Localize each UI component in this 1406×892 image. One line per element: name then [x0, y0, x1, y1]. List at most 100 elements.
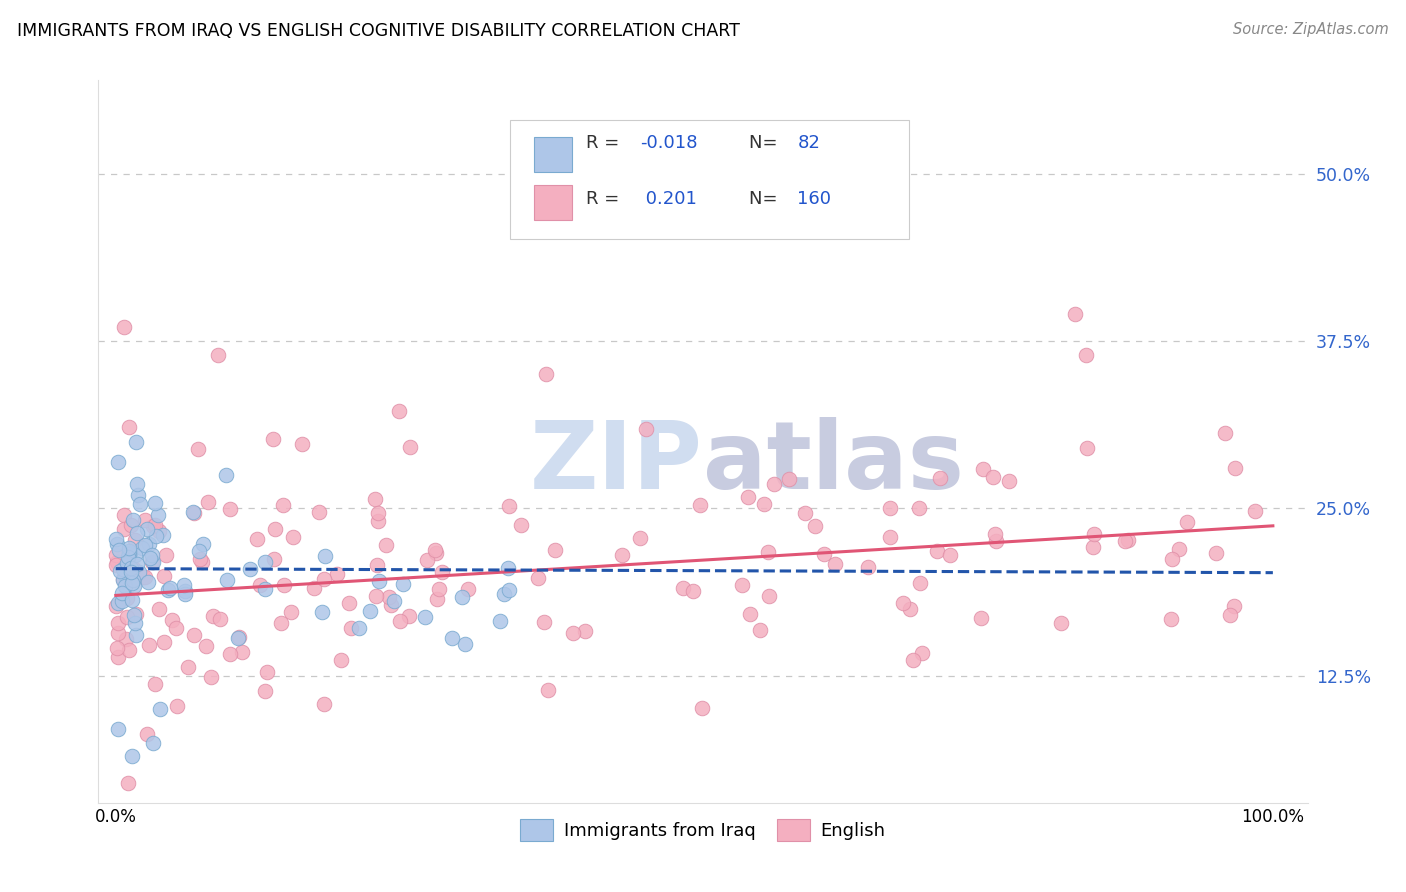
Point [117, 550, 139, 565]
Point [527, 571, 550, 585]
Point [1049, 615, 1071, 630]
Point [752, 497, 775, 511]
Legend: Immigrants from Iraq, English: Immigrants from Iraq, English [513, 812, 893, 848]
Point [413, 610, 436, 624]
Point [763, 477, 786, 491]
Point [122, 561, 145, 575]
Point [131, 541, 153, 556]
Point [325, 567, 347, 582]
Point [110, 586, 132, 600]
Point [231, 645, 253, 659]
Point [166, 699, 188, 714]
Point [122, 513, 145, 527]
Point [366, 558, 388, 572]
Point [115, 556, 138, 570]
Point [208, 612, 231, 626]
Point [188, 543, 211, 558]
Point [314, 698, 336, 712]
Point [262, 432, 284, 446]
Point [124, 533, 146, 547]
Point [879, 500, 901, 515]
Point [153, 568, 176, 582]
Point [264, 522, 287, 536]
Point [367, 574, 389, 588]
Point [160, 614, 183, 628]
Point [143, 496, 166, 510]
Point [115, 591, 138, 606]
Point [737, 490, 759, 504]
Point [291, 437, 314, 451]
Point [127, 488, 149, 502]
Point [1083, 527, 1105, 541]
Text: IMMIGRANTS FROM IRAQ VS ENGLISH COGNITIVE DISABILITY CORRELATION CHART: IMMIGRANTS FROM IRAQ VS ENGLISH COGNITIV… [17, 22, 740, 40]
Point [392, 577, 415, 591]
Point [112, 522, 135, 536]
Point [983, 469, 1005, 483]
Point [118, 547, 141, 561]
Point [256, 665, 278, 680]
Point [125, 628, 148, 642]
Point [908, 501, 931, 516]
Point [128, 565, 150, 579]
Point [174, 584, 197, 599]
Point [263, 552, 285, 566]
Point [111, 573, 134, 587]
Point [107, 543, 129, 558]
Text: N=: N= [749, 191, 783, 209]
Point [367, 506, 389, 520]
Point [451, 591, 474, 605]
Point [1175, 516, 1198, 530]
Point [496, 560, 519, 574]
Point [107, 625, 129, 640]
Point [533, 615, 555, 629]
Point [756, 545, 779, 559]
Point [970, 611, 993, 625]
Point [183, 506, 205, 520]
Point [1074, 348, 1097, 362]
FancyBboxPatch shape [534, 137, 572, 172]
Point [375, 538, 398, 552]
Point [108, 564, 131, 578]
Point [114, 579, 136, 593]
Point [804, 518, 827, 533]
Text: N=: N= [749, 134, 783, 153]
Point [111, 594, 134, 608]
Point [440, 631, 463, 645]
Point [1064, 307, 1087, 321]
Point [118, 546, 141, 560]
Point [122, 573, 145, 587]
Point [824, 557, 846, 571]
Point [879, 530, 901, 544]
Point [105, 599, 128, 614]
Point [740, 607, 762, 621]
Point [125, 434, 148, 449]
Point [378, 591, 401, 605]
Point [114, 569, 136, 583]
Point [1114, 534, 1136, 549]
Point [364, 491, 387, 506]
Point [202, 608, 225, 623]
Point [134, 513, 156, 527]
Point [813, 547, 835, 561]
Point [1244, 504, 1267, 518]
Point [494, 587, 516, 601]
Point [1076, 441, 1098, 455]
Point [283, 530, 305, 544]
Text: Source: ZipAtlas.com: Source: ZipAtlas.com [1233, 22, 1389, 37]
Point [174, 587, 197, 601]
Point [562, 625, 585, 640]
Point [107, 596, 129, 610]
Point [911, 646, 934, 660]
Point [138, 638, 160, 652]
Point [927, 544, 949, 558]
Point [117, 776, 139, 790]
Point [253, 582, 276, 597]
Point [104, 533, 127, 547]
Point [416, 553, 439, 567]
Point [1081, 540, 1104, 554]
Point [938, 548, 960, 562]
Point [141, 549, 163, 563]
Point [672, 582, 695, 596]
Point [173, 578, 195, 592]
Point [142, 518, 165, 533]
